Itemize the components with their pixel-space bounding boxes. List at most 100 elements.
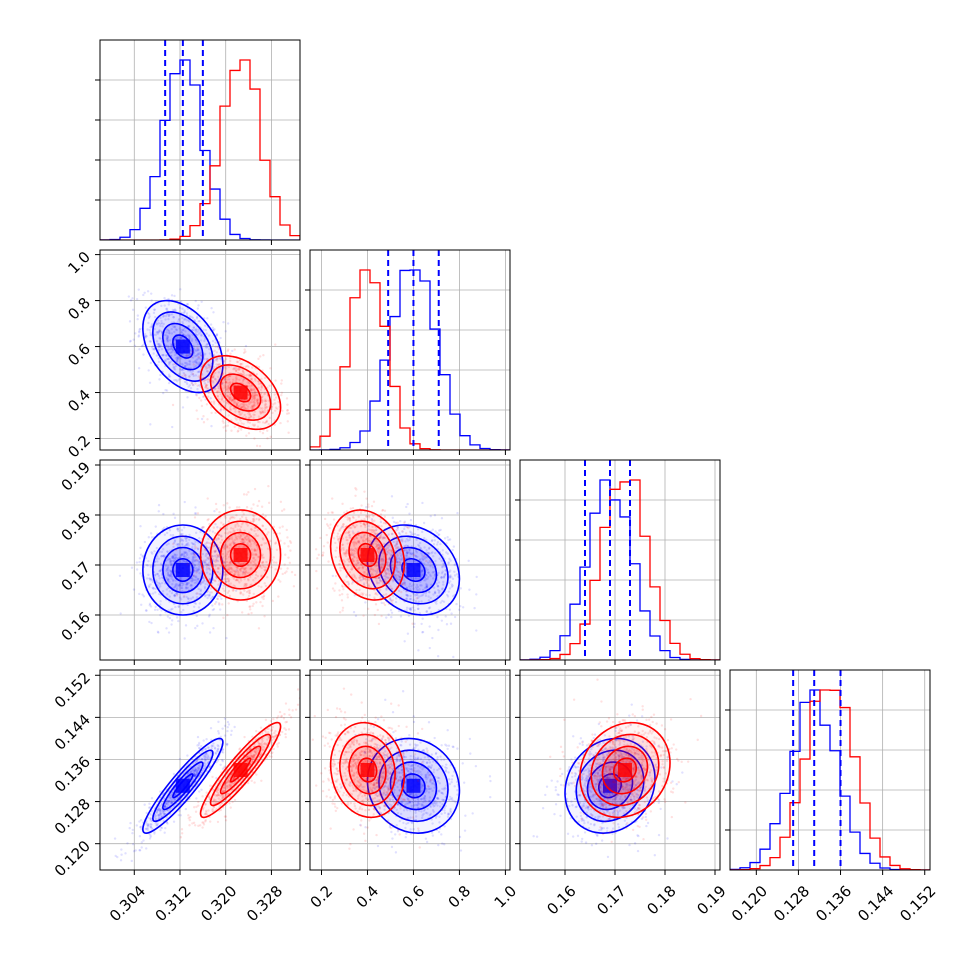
sample-point (139, 546, 142, 550)
sample-point (249, 608, 252, 611)
sample-point (225, 572, 228, 576)
sample-point (205, 563, 208, 567)
sample-point (428, 591, 431, 594)
sample-point (159, 555, 163, 558)
sample-point (257, 499, 261, 503)
sample-point (168, 529, 172, 532)
sample-point (437, 571, 440, 575)
sample-point (196, 559, 200, 563)
sample-point (406, 576, 409, 579)
sample-point (249, 415, 253, 418)
sample-point (352, 559, 356, 563)
sample-point (161, 391, 165, 395)
sample-point (438, 529, 441, 532)
sample-point (354, 547, 357, 550)
sample-point (425, 559, 428, 563)
sample-point (217, 533, 221, 537)
sample-point (180, 529, 184, 532)
sample-point (248, 373, 252, 377)
sample-point (252, 416, 255, 419)
sample-point (253, 389, 256, 392)
sample-point (219, 595, 222, 598)
sample-point (389, 569, 393, 573)
sample-point (214, 387, 217, 390)
sample-point (258, 430, 262, 433)
sample-point (444, 573, 447, 576)
sample-point (206, 563, 210, 566)
sample-point (181, 406, 185, 409)
sample-point (191, 555, 195, 559)
sample-point (221, 556, 225, 559)
sample-point (148, 329, 151, 332)
sample-point (253, 423, 257, 427)
sample-point (267, 422, 270, 426)
sample-point (167, 361, 171, 364)
sample-point (158, 329, 162, 333)
sample-point (248, 540, 252, 543)
sample-point (201, 526, 204, 529)
sample-point (226, 573, 230, 576)
sample-point (216, 380, 219, 383)
sample-point (422, 592, 425, 595)
sample-point (255, 553, 258, 557)
sample-point (241, 362, 244, 366)
sample-point (194, 602, 198, 605)
sample-point (407, 614, 411, 617)
sample-point (338, 529, 341, 533)
sample-point (216, 566, 220, 570)
sample-point (382, 551, 385, 555)
sample-point (166, 336, 169, 340)
sample-point (441, 587, 444, 590)
sample-point (272, 556, 275, 559)
sample-point (430, 551, 433, 555)
sample-point (261, 553, 264, 556)
sample-point (176, 592, 179, 596)
sample-point (235, 369, 238, 372)
sample-point (453, 574, 457, 577)
sample-point (198, 539, 202, 543)
sample-point (153, 348, 156, 351)
sample-point (206, 366, 209, 370)
sample-point (367, 579, 370, 582)
sample-point (230, 527, 233, 530)
sample-point (196, 357, 199, 361)
sample-point (228, 547, 231, 550)
sample-point (335, 546, 339, 549)
sample-point (170, 346, 173, 349)
sample-point (147, 584, 151, 587)
sample-point (276, 407, 279, 411)
sample-point (351, 506, 355, 510)
sample-point (205, 568, 209, 571)
sample-point (372, 500, 376, 503)
sample-point (427, 575, 430, 579)
sample-point (220, 397, 223, 401)
sample-point (191, 369, 195, 373)
sample-point (196, 568, 199, 572)
sample-point (210, 411, 213, 415)
sample-point (205, 384, 208, 388)
sample-point (145, 847, 148, 850)
sample-point (195, 566, 198, 570)
sample-point (198, 370, 201, 373)
sample-point (388, 558, 391, 561)
sample-point (220, 535, 223, 538)
sample-point (404, 540, 407, 543)
sample-point (131, 297, 134, 300)
sample-point (213, 349, 216, 352)
sample-point (280, 379, 283, 382)
sample-point (171, 403, 175, 407)
sample-point (205, 544, 208, 548)
sample-point (263, 376, 267, 380)
sample-point (358, 541, 361, 545)
sample-point (433, 591, 437, 595)
sample-point (232, 407, 235, 410)
sample-point (147, 573, 150, 577)
sample-point (216, 570, 220, 574)
sample-point (264, 514, 267, 518)
sample-point (205, 542, 208, 545)
sample-point (432, 586, 436, 589)
sample-point (244, 538, 248, 541)
sample-point (224, 380, 228, 384)
sample-point (214, 522, 217, 526)
sample-point (213, 531, 217, 535)
